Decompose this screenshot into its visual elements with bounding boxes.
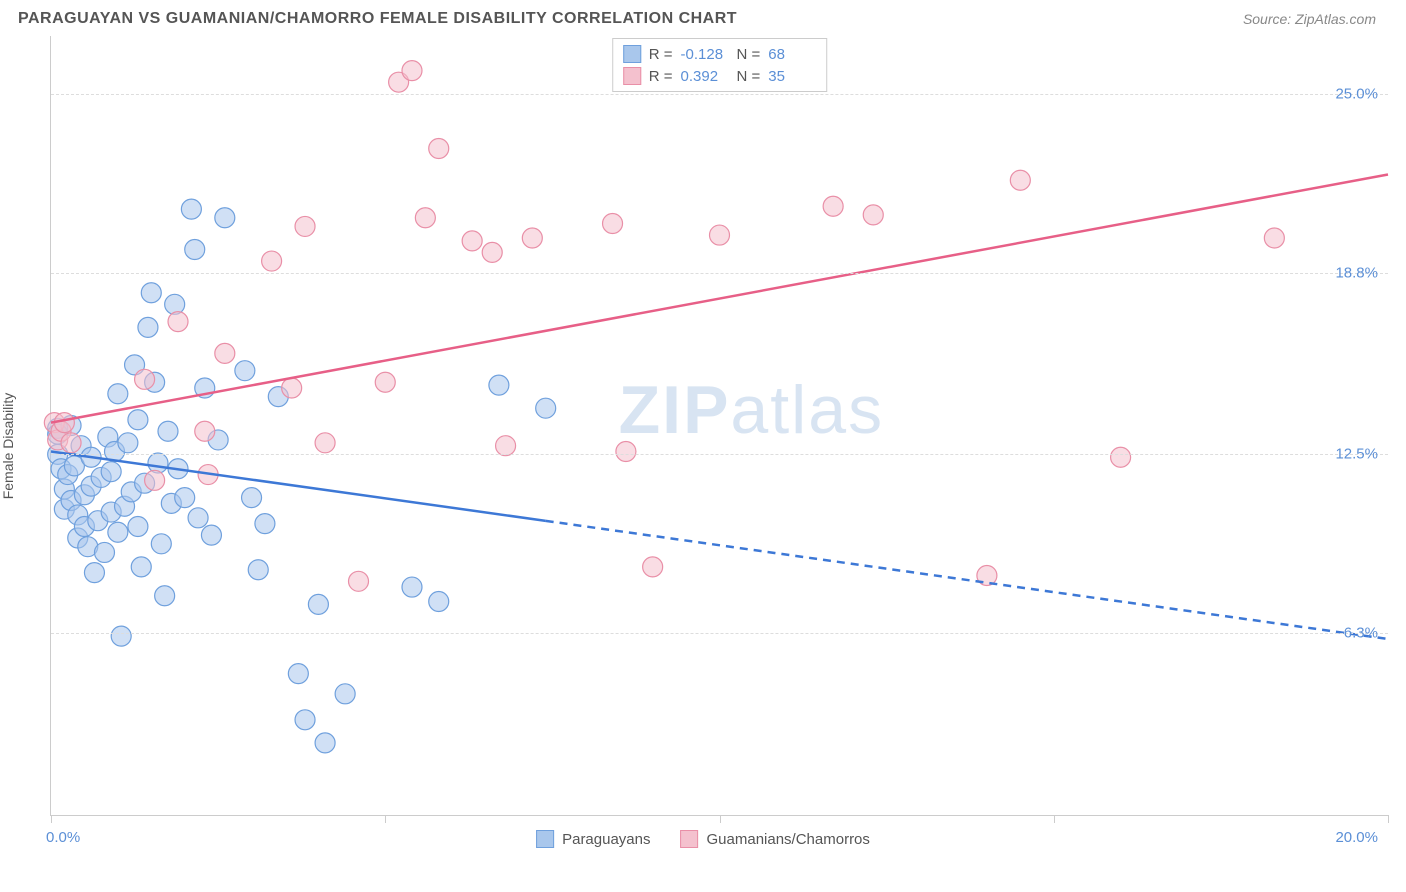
legend-swatch-0	[536, 830, 554, 848]
grid-line	[51, 454, 1388, 455]
stats-swatch-0	[623, 45, 641, 63]
x-tick	[1388, 815, 1389, 823]
legend-item-1: Guamanians/Chamorros	[681, 830, 870, 848]
y-tick-label: 6.3%	[1344, 625, 1378, 642]
x-axis-label-max: 20.0%	[1335, 829, 1378, 846]
y-tick-label: 18.8%	[1335, 264, 1378, 281]
x-tick	[720, 815, 721, 823]
chart-title: PARAGUAYAN VS GUAMANIAN/CHAMORRO FEMALE …	[18, 10, 737, 28]
stats-swatch-1	[623, 67, 641, 85]
stats-row-0: R = -0.128 N = 68	[623, 43, 817, 65]
plot-area: ZIPatlas R = -0.128 N = 68 R = 0.392 N =…	[50, 36, 1388, 816]
y-axis-label: Female Disability	[0, 393, 16, 500]
grid-line	[51, 94, 1388, 95]
legend-item-0: Paraguayans	[536, 830, 650, 848]
x-tick	[51, 815, 52, 823]
bottom-legend: Paraguayans Guamanians/Chamorros	[536, 830, 870, 848]
stats-n-val-0: 68	[768, 46, 816, 63]
stats-r-label-1: R =	[649, 68, 673, 85]
chart-header: PARAGUAYAN VS GUAMANIAN/CHAMORRO FEMALE …	[0, 0, 1406, 36]
stats-n-label-0: N =	[737, 46, 761, 63]
legend-label-1: Guamanians/Chamorros	[707, 831, 870, 848]
x-tick	[385, 815, 386, 823]
plot-svg	[51, 36, 1388, 815]
y-tick-label: 12.5%	[1335, 446, 1378, 463]
grid-line	[51, 633, 1388, 634]
stats-r-val-0: -0.128	[681, 46, 729, 63]
legend-label-0: Paraguayans	[562, 831, 650, 848]
stats-r-val-1: 0.392	[681, 68, 729, 85]
stats-n-label-1: N =	[737, 68, 761, 85]
legend-swatch-1	[681, 830, 699, 848]
y-tick-label: 25.0%	[1335, 85, 1378, 102]
stats-box: R = -0.128 N = 68 R = 0.392 N = 35	[612, 38, 828, 92]
stats-row-1: R = 0.392 N = 35	[623, 65, 817, 87]
stats-n-val-1: 35	[768, 68, 816, 85]
chart-container: Female Disability ZIPatlas R = -0.128 N …	[18, 36, 1388, 856]
grid-line	[51, 273, 1388, 274]
x-axis-label-min: 0.0%	[46, 829, 80, 846]
chart-source: Source: ZipAtlas.com	[1243, 11, 1376, 27]
stats-r-label-0: R =	[649, 46, 673, 63]
x-tick	[1054, 815, 1055, 823]
